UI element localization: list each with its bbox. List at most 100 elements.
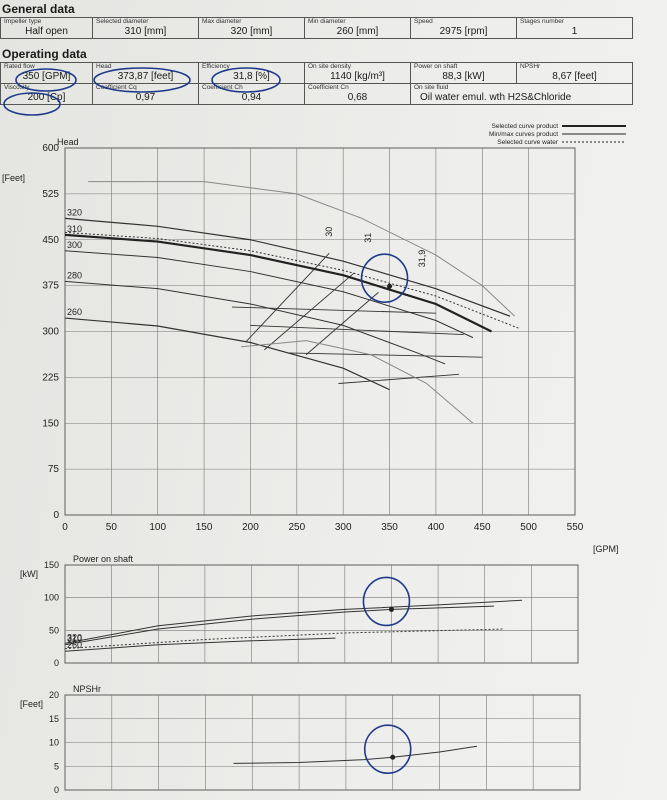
series-label: 260 (67, 640, 82, 650)
x-tick-label: 550 (567, 522, 584, 533)
y-tick-label: 450 (42, 235, 59, 246)
chart-title: Power on shaft (73, 554, 134, 564)
legend-selected-product: Selected curve product (492, 123, 559, 130)
series-line (64, 628, 504, 650)
annotation-circle (363, 724, 412, 775)
y-tick-label: 150 (44, 560, 59, 570)
x-tick-label: 450 (474, 522, 491, 533)
x-tick-label: 250 (288, 522, 305, 533)
y-tick-label: 150 (42, 418, 59, 429)
coefficient-ch-cell: Coefficient Ch 0,94 (198, 83, 305, 105)
x-tick-label: 500 (520, 522, 537, 533)
series-label: 310 (67, 634, 82, 644)
series-label: 320 (67, 632, 82, 642)
series-label: 280 (67, 270, 82, 280)
impeller-type-cell: Impeller type Half open (0, 17, 93, 39)
speed-cell: Speed 2975 [rpm] (410, 17, 517, 39)
coefficient-cq-cell: Coefficient Cq 0,97 (92, 83, 199, 105)
x-tick-label: 0 (62, 522, 68, 533)
series-line (64, 250, 474, 339)
operating-data-title: Operating data (2, 47, 87, 61)
x-tick-label: 400 (428, 522, 445, 533)
y-tick-label: 300 (42, 327, 59, 338)
annotation-circle (362, 576, 411, 627)
general-data-table: Impeller type Half open Selected diameter… (0, 17, 633, 39)
legend-selected-water: Selected curve water (497, 139, 559, 146)
series-line (88, 181, 516, 317)
y-tick-label: 5 (54, 761, 59, 771)
fluid-cell: On site fluid Oil water emul. wth H2S&Chl… (410, 83, 633, 105)
hand-annotations (3, 67, 281, 116)
coefficient-cn-cell: Coefficient Cn 0,68 (304, 83, 411, 105)
general-data-title: General data (2, 2, 75, 16)
y-tick-label: 50 (49, 625, 59, 635)
y-tick-label: 225 (42, 372, 59, 383)
operating-point-marker (388, 606, 394, 612)
series-label: 300 (67, 240, 82, 250)
annotation-circle (15, 68, 77, 92)
efficiency-label: 31 (363, 233, 373, 243)
annotation-circle (3, 92, 61, 116)
head-chart: 0 75 150 225 300 375 450 525 600 0 50 100 150 200 250 3… (2, 137, 619, 554)
annotation-circle (93, 67, 191, 93)
chart-title: Head (57, 137, 79, 147)
iso-efficiency-line (305, 292, 379, 356)
y-axis-label: [kW] (20, 569, 38, 579)
y-tick-label: 525 (42, 189, 59, 200)
min-diameter-cell: Min diameter 260 [mm] (304, 17, 411, 39)
series-line (64, 637, 336, 652)
y-tick-label: 375 (42, 281, 59, 292)
max-diameter-cell: Max diameter 320 [mm] (198, 17, 305, 39)
npsh-chart: 0 5 10 15 20 NPSHr [Feet] (20, 684, 581, 795)
series-line (64, 280, 446, 365)
series-line (64, 217, 511, 317)
y-tick-label: 0 (54, 658, 59, 668)
iso-efficiency-line (287, 352, 483, 358)
x-tick-label: 150 (196, 522, 213, 533)
iso-efficiency-line (264, 272, 355, 351)
series-line (233, 745, 478, 764)
x-tick-label: 50 (106, 522, 118, 533)
operating-point-marker (387, 283, 393, 289)
y-tick-label: 0 (54, 785, 59, 795)
iso-efficiency-line (338, 373, 460, 384)
x-tick-label: 350 (381, 522, 398, 533)
selected-diameter-cell: Selected diameter 310 [mm] (92, 17, 199, 39)
y-tick-label: 15 (49, 714, 59, 724)
stages-number-cell: Stages number 1 (516, 17, 633, 39)
y-tick-label: 100 (44, 593, 59, 603)
annotation-circle (211, 67, 281, 93)
series-line (64, 233, 493, 333)
series-label: 320 (67, 207, 82, 217)
y-tick-label: 0 (53, 510, 59, 521)
efficiency-label: 31,9 (417, 250, 427, 268)
series-line (64, 317, 390, 391)
head-cell: Head 373,87 [feet] (92, 62, 199, 84)
operating-data-table: Rated flow 350 [GPM] Head 373,87 [feet] Ef… (0, 62, 633, 105)
operating-point-marker (390, 754, 396, 760)
x-tick-label: 200 (242, 522, 259, 533)
annotation-circle (360, 253, 409, 304)
chart-title: NPSHr (73, 684, 101, 694)
series-line (241, 340, 474, 424)
x-tick-label: 300 (335, 522, 352, 533)
series-line (64, 231, 520, 329)
y-tick-label: 600 (42, 143, 59, 154)
y-axis-label: [Feet] (20, 699, 43, 709)
x-axis-label: [GPM] (593, 544, 619, 554)
efficiency-label: 30 (324, 227, 334, 237)
series-line (64, 599, 523, 644)
x-tick-label: 100 (149, 522, 166, 533)
series-line (64, 605, 495, 646)
iso-efficiency-line (245, 252, 330, 343)
y-axis-label: [Feet] (2, 173, 25, 183)
y-tick-label: 10 (49, 738, 59, 748)
legend-minmax-product: Min/max curves product (489, 131, 558, 138)
series-label: 310 (67, 224, 82, 234)
y-tick-label: 75 (48, 464, 60, 475)
legend: Selected curve product Min/max curves pr… (489, 123, 626, 146)
iso-efficiency-line (250, 324, 464, 336)
y-tick-label: 20 (49, 690, 59, 700)
